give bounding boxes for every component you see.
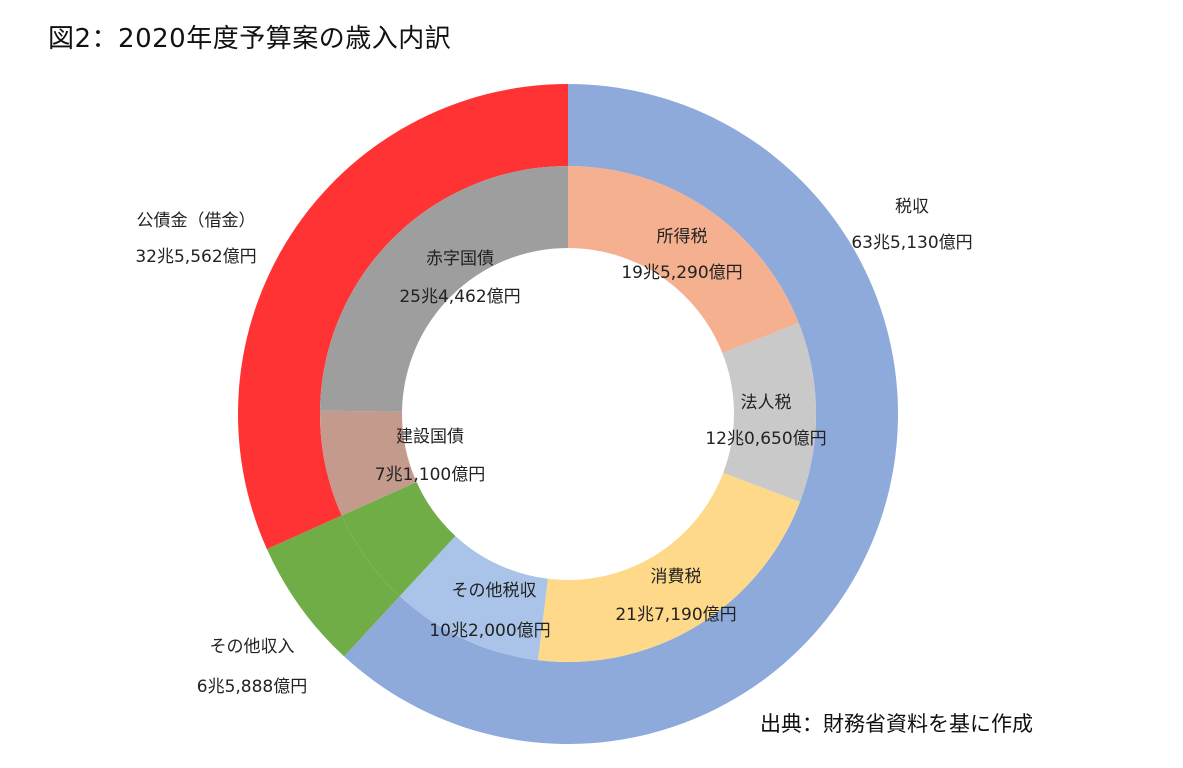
slice-deficit-bonds [320, 166, 568, 412]
label-name-income-tax: 所得税 [657, 227, 708, 247]
source-note: 出典：財務省資料を基に作成 [760, 712, 1033, 736]
label-value-construction-bonds: 7兆1,100億円 [375, 465, 485, 485]
outer-ring [237, 84, 898, 744]
slice-consumption-tax [537, 472, 800, 662]
label-name-deficit-bonds: 赤字国債 [426, 249, 494, 269]
label-value-income-tax: 19兆5,290億円 [621, 263, 742, 283]
label-value-other-income: 6兆5,888億円 [197, 677, 307, 697]
slice-other-tax [399, 535, 548, 661]
slice-corporate-tax [722, 323, 816, 503]
label-value-tax: 63兆5,130億円 [851, 233, 972, 253]
slice-tax [344, 84, 898, 744]
label-name-other-tax: その他税収 [452, 581, 537, 601]
label-value-consumption-tax: 21兆7,190億円 [615, 605, 736, 625]
label-name-bonds: 公債金（借金） [137, 211, 256, 231]
label-value-corporate-tax: 12兆0,650億円 [705, 429, 826, 449]
label-value-bonds: 32兆5,562億円 [135, 247, 256, 267]
label-value-other-tax: 10兆2,000億円 [429, 621, 550, 641]
chart-title: 図2：2020年度予算案の歳入内訳 [48, 24, 452, 54]
label-name-construction-bonds: 建設国債 [396, 427, 464, 447]
slice-other-income-inner [341, 481, 456, 597]
label-name-other-income: その他収入 [210, 637, 295, 657]
label-value-deficit-bonds: 25兆4,462億円 [399, 287, 520, 307]
slice-other-income [266, 515, 400, 657]
slice-bonds [237, 84, 568, 550]
label-name-corporate-tax: 法人税 [741, 393, 792, 413]
label-name-tax: 税収 [895, 197, 929, 217]
slice-construction-bonds [319, 410, 417, 516]
inner-ring [319, 166, 816, 662]
label-name-consumption-tax: 消費税 [651, 567, 702, 587]
slice-income-tax [568, 166, 799, 354]
